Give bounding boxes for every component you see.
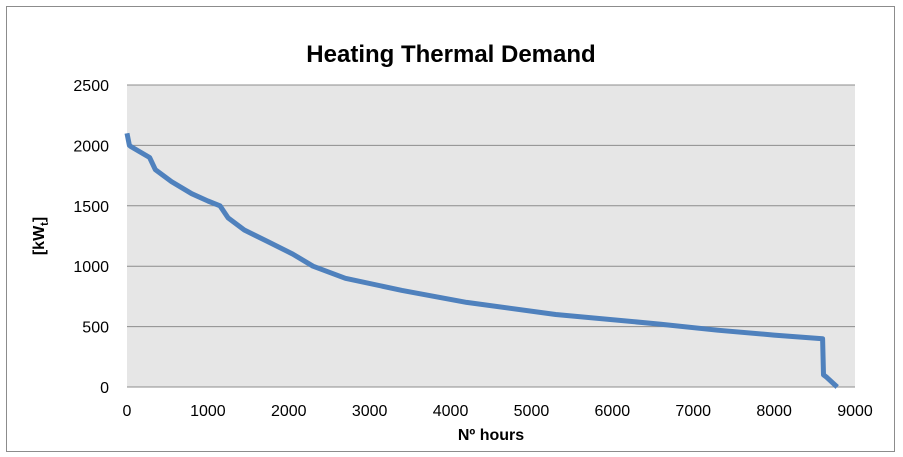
chart-frame: 0 500 1000 1500 2000 2500 0 1000 2000 3000 4000 50…: [6, 6, 895, 452]
x-tick-label: 5000: [514, 403, 550, 420]
y-tick-label: 1000: [73, 259, 109, 276]
x-tick-label: 3000: [352, 403, 388, 420]
y-tick-label: 2000: [73, 138, 109, 155]
x-tick-labels: 0 1000 2000 3000 4000 5000 6000 7000 8000 9000: [123, 403, 873, 420]
series-group: [124, 132, 839, 389]
y-axis-label-subscript: t: [39, 222, 51, 226]
x-tick-label: 1000: [190, 403, 226, 420]
y-axis-label-main: [kW: [31, 225, 48, 255]
x-tick-label: 2000: [271, 403, 307, 420]
y-axis-label-close: ]: [31, 217, 48, 222]
grid-lines: [127, 84, 855, 388]
y-tick-label: 1500: [73, 199, 109, 216]
x-tick-label: 6000: [595, 403, 631, 420]
x-tick-label: 8000: [756, 403, 792, 420]
y-tick-label: 2500: [73, 78, 109, 95]
x-tick-label: 4000: [433, 403, 469, 420]
plot-area: [127, 85, 855, 387]
y-tick-label: 500: [82, 320, 109, 337]
y-tick-labels: 0 500 1000 1500 2000 2500: [73, 78, 109, 397]
y-axis-label: [kWt]: [31, 217, 51, 255]
series-line-0: [124, 132, 839, 389]
chart: 0 500 1000 1500 2000 2500 0 1000 2000 3000 4000 50…: [31, 41, 873, 444]
chart-title: Heating Thermal Demand: [306, 41, 595, 68]
x-tick-label: 7000: [675, 403, 711, 420]
x-tick-label: 9000: [837, 403, 873, 420]
x-tick-label: 0: [123, 403, 132, 420]
x-axis-label: Nº hours: [458, 427, 524, 444]
y-tick-label: 0: [100, 380, 109, 397]
